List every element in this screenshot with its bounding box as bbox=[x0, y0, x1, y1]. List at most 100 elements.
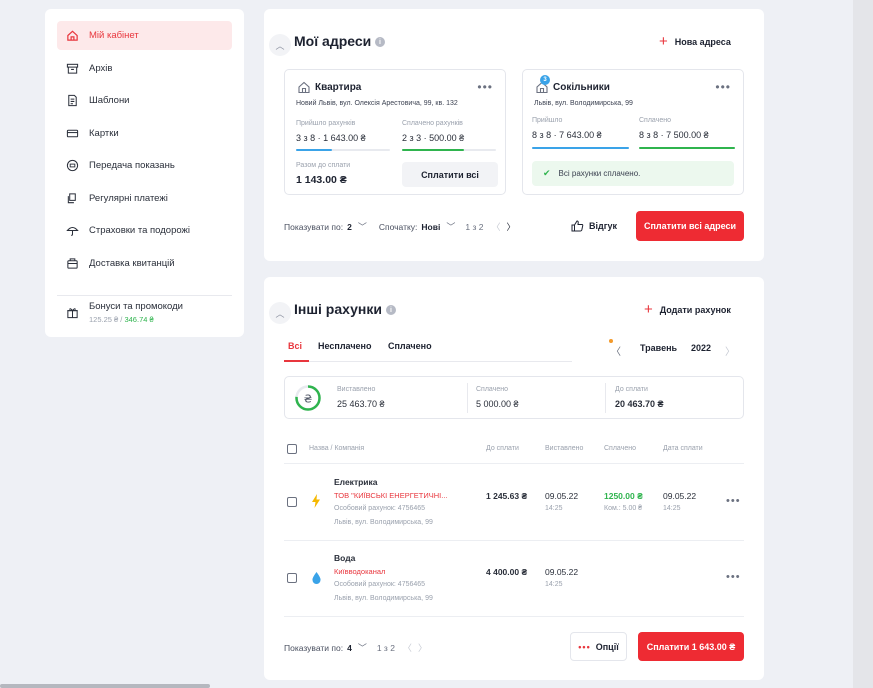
bill-company: Київводоканал bbox=[334, 567, 386, 576]
chevron-left-icon[interactable]: 〈 bbox=[402, 643, 412, 653]
umbrella-icon bbox=[65, 224, 79, 238]
new-address-button[interactable]: + Нова адреса bbox=[659, 33, 731, 50]
sidebar-item-label: Регулярні платежі bbox=[89, 193, 168, 204]
chevron-down-icon[interactable]: ﹀ bbox=[446, 222, 456, 232]
more-options-icon[interactable]: ••• bbox=[715, 80, 731, 94]
bill-issued: 09.05.22 bbox=[545, 491, 579, 501]
thumb-up-icon bbox=[571, 220, 584, 232]
chevron-up-icon: ︿ bbox=[275, 308, 285, 319]
bill-due: 1 245.63 ₴ bbox=[486, 491, 528, 501]
card-icon bbox=[65, 127, 79, 141]
sidebar-item-receipt-delivery[interactable]: Доставка квитанцій bbox=[57, 249, 232, 278]
sidebar-item-recurring-payments[interactable]: Регулярні платежі bbox=[57, 184, 232, 213]
paid-label: Сплачено bbox=[476, 386, 508, 393]
received-value: 8 з 8 · 7 643.00 ₴ bbox=[532, 130, 602, 140]
tab-all[interactable]: Всі bbox=[288, 341, 303, 351]
address-card[interactable]: Квартира ••• Новий Львів, вул. Олексія А… bbox=[284, 69, 506, 195]
total-value: 1 143.00 ₴ bbox=[296, 174, 347, 186]
pay-all-button[interactable]: Сплатити всі bbox=[402, 162, 498, 187]
chevron-down-icon[interactable]: ﹀ bbox=[357, 643, 367, 653]
row-more-icon[interactable]: ••• bbox=[726, 571, 741, 583]
sidebar-item-cards[interactable]: Картки bbox=[57, 119, 232, 148]
gift-icon bbox=[65, 305, 79, 319]
sort-label: Спочатку: bbox=[378, 221, 418, 232]
right-scroll-track bbox=[853, 0, 873, 688]
new-address-label: Нова адреса bbox=[674, 36, 731, 47]
bill-name: Електрика bbox=[334, 477, 378, 487]
home-icon bbox=[298, 81, 310, 94]
feedback-button[interactable]: Відгук bbox=[571, 220, 617, 232]
chevron-left-icon[interactable]: 〈 bbox=[491, 222, 501, 232]
sidebar-item-label: Мій кабінет bbox=[89, 30, 139, 41]
archive-icon bbox=[65, 62, 79, 76]
received-label: Прийшло рахунків bbox=[296, 120, 356, 127]
address-card[interactable]: 3 Сокільники ••• Львів, вул. Володимирсь… bbox=[522, 69, 744, 195]
sidebar-item-my-cabinet[interactable]: Мій кабінет bbox=[57, 21, 232, 50]
my-addresses-section: ︿ Мої адреси i + Нова адреса Квартира •••… bbox=[264, 9, 764, 261]
summary-panel: ₴ Виставлено 25 463.70 ₴ Сплачено 5 000.… bbox=[284, 376, 744, 419]
bill-issued-time: 14:25 bbox=[545, 505, 563, 512]
select-all-checkbox[interactable] bbox=[287, 444, 297, 454]
water-drop-icon bbox=[312, 572, 321, 584]
feedback-label: Відгук bbox=[589, 221, 617, 231]
show-label: Показувати по: bbox=[284, 221, 344, 232]
bill-company: ТОВ "КИЇВСЬКІ ЕНЕРГЕТИЧНІ... bbox=[334, 491, 448, 500]
column-header-due: До сплати bbox=[486, 445, 519, 452]
recurring-icon bbox=[65, 192, 79, 206]
home-icon bbox=[65, 29, 79, 43]
row-divider bbox=[284, 463, 744, 464]
pay-selected-button[interactable]: Сплатити 1 643.00 ₴ bbox=[638, 632, 744, 661]
info-icon[interactable]: i bbox=[375, 37, 385, 47]
bill-account: Особовий рахунок: 4756465 bbox=[334, 581, 426, 588]
more-options-icon[interactable]: ••• bbox=[477, 80, 493, 94]
tab-unpaid[interactable]: Несплачено bbox=[318, 341, 372, 351]
other-bills-section: ︿ Інші рахунки i + Додати рахунок Всі Нес… bbox=[264, 277, 764, 680]
sidebar-item-label: Доставка квитанцій bbox=[89, 258, 175, 269]
received-value: 3 з 8 · 1 643.00 ₴ bbox=[296, 133, 366, 143]
column-header-paid-date: Дата сплати bbox=[663, 445, 703, 452]
paid-label: Сплачено рахунків bbox=[402, 120, 463, 127]
template-icon bbox=[65, 94, 79, 108]
collapse-button[interactable]: ︿ bbox=[269, 34, 291, 56]
chevron-down-icon[interactable]: ﹀ bbox=[357, 222, 367, 232]
sidebar-item-bonuses[interactable]: Бонуси та промокоди 125.25 ₴ / 346.74 ₴ bbox=[57, 294, 232, 330]
notification-badge: 3 bbox=[540, 75, 550, 85]
delivery-icon bbox=[65, 257, 79, 271]
options-button[interactable]: ••• Опції bbox=[570, 632, 627, 661]
horizontal-scrollbar[interactable] bbox=[0, 684, 210, 688]
page-size-select[interactable]: 4 bbox=[347, 642, 352, 653]
pay-all-addresses-button[interactable]: Сплатити всі адреси bbox=[636, 211, 744, 241]
collapse-button[interactable]: ︿ bbox=[269, 302, 291, 324]
received-progress bbox=[532, 147, 629, 149]
chevron-right-icon[interactable]: 〉 bbox=[725, 347, 735, 358]
bill-paid-time: 14:25 bbox=[663, 505, 681, 512]
address-name: Сокільники bbox=[553, 82, 610, 93]
chevron-right-icon[interactable]: 〉 bbox=[417, 643, 427, 653]
sidebar-item-templates[interactable]: Шаблони bbox=[57, 86, 232, 115]
row-checkbox[interactable] bbox=[287, 497, 297, 507]
chevron-right-icon[interactable]: 〉 bbox=[506, 222, 516, 232]
row-more-icon[interactable]: ••• bbox=[726, 495, 741, 507]
payment-progress-ring: ₴ bbox=[295, 385, 321, 411]
sort-select[interactable]: Нові bbox=[421, 221, 441, 232]
sidebar-item-insurance-travel[interactable]: Страховки та подорожі bbox=[57, 216, 232, 245]
lightning-icon bbox=[312, 494, 320, 508]
summary-divider bbox=[467, 383, 468, 413]
tab-paid[interactable]: Сплачено bbox=[388, 341, 432, 351]
section-title: Мої адреси bbox=[294, 33, 372, 49]
issued-value: 25 463.70 ₴ bbox=[337, 399, 385, 409]
sidebar-item-archive[interactable]: Архів bbox=[57, 54, 232, 83]
chevron-left-icon[interactable]: 〈 bbox=[611, 347, 621, 358]
row-checkbox[interactable] bbox=[287, 573, 297, 583]
add-bill-button[interactable]: + Додати рахунок bbox=[644, 301, 731, 318]
info-icon[interactable]: i bbox=[386, 305, 396, 315]
page-size-select[interactable]: 2 bbox=[347, 221, 352, 232]
all-paid-status: ✔ Всі рахунки сплачено. bbox=[532, 161, 734, 186]
sidebar-divider bbox=[57, 295, 232, 296]
column-header-paid: Сплачено bbox=[604, 445, 636, 452]
sidebar: Мій кабінет Архів Шаблони Картки Передач… bbox=[45, 9, 244, 337]
sidebar-item-meter-readings[interactable]: Передача показань bbox=[57, 151, 232, 180]
due-label: До сплати bbox=[615, 386, 648, 393]
bonus-separator: / bbox=[118, 314, 125, 324]
bill-issued: 09.05.22 bbox=[545, 567, 579, 577]
